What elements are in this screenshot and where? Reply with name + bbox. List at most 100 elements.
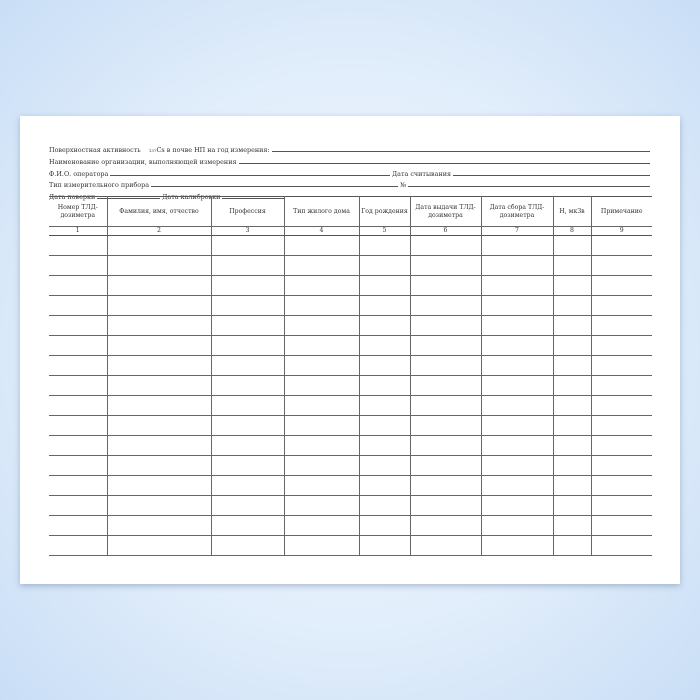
table-cell[interactable] <box>106 515 212 536</box>
table-cell[interactable] <box>210 255 285 276</box>
table-cell[interactable] <box>283 315 360 336</box>
table-cell[interactable] <box>358 475 411 496</box>
table-cell[interactable] <box>590 395 652 416</box>
table-cell[interactable] <box>49 355 108 376</box>
table-cell[interactable] <box>358 535 411 556</box>
table-cell[interactable] <box>480 435 554 456</box>
table-cell[interactable] <box>210 475 285 496</box>
table-cell[interactable] <box>409 415 482 436</box>
table-cell[interactable] <box>590 235 652 256</box>
blank-line[interactable] <box>110 168 390 176</box>
table-cell[interactable] <box>552 235 592 256</box>
table-cell[interactable] <box>49 255 108 276</box>
table-cell[interactable] <box>358 275 411 296</box>
table-cell[interactable] <box>106 415 212 436</box>
table-cell[interactable] <box>552 495 592 516</box>
table-cell[interactable] <box>590 475 652 496</box>
table-cell[interactable] <box>106 295 212 316</box>
table-cell[interactable] <box>358 495 411 516</box>
table-cell[interactable] <box>106 535 212 556</box>
table-cell[interactable] <box>210 335 285 356</box>
table-cell[interactable] <box>552 515 592 536</box>
table-cell[interactable] <box>49 275 108 296</box>
table-cell[interactable] <box>409 375 482 396</box>
table-cell[interactable] <box>409 315 482 336</box>
table-cell[interactable] <box>480 415 554 436</box>
table-cell[interactable] <box>49 235 108 256</box>
table-cell[interactable] <box>283 415 360 436</box>
table-cell[interactable] <box>106 435 212 456</box>
table-cell[interactable] <box>409 395 482 416</box>
blank-line[interactable] <box>408 179 650 188</box>
table-cell[interactable] <box>210 235 285 256</box>
table-cell[interactable] <box>552 295 592 316</box>
table-cell[interactable] <box>409 455 482 476</box>
table-cell[interactable] <box>358 235 411 256</box>
table-cell[interactable] <box>210 495 285 516</box>
table-cell[interactable] <box>358 395 411 416</box>
table-cell[interactable] <box>49 415 108 436</box>
table-cell[interactable] <box>358 515 411 536</box>
table-cell[interactable] <box>358 455 411 476</box>
table-cell[interactable] <box>590 415 652 436</box>
table-cell[interactable] <box>552 455 592 476</box>
table-cell[interactable] <box>480 515 554 536</box>
table-cell[interactable] <box>552 415 592 436</box>
table-cell[interactable] <box>210 515 285 536</box>
table-cell[interactable] <box>283 255 360 276</box>
table-cell[interactable] <box>210 315 285 336</box>
table-cell[interactable] <box>358 415 411 436</box>
table-cell[interactable] <box>590 335 652 356</box>
table-cell[interactable] <box>480 475 554 496</box>
table-cell[interactable] <box>106 475 212 496</box>
table-cell[interactable] <box>552 315 592 336</box>
table-cell[interactable] <box>590 275 652 296</box>
table-cell[interactable] <box>409 235 482 256</box>
table-cell[interactable] <box>409 435 482 456</box>
table-cell[interactable] <box>210 295 285 316</box>
blank-line[interactable] <box>453 168 650 176</box>
table-cell[interactable] <box>49 535 108 556</box>
table-cell[interactable] <box>106 315 212 336</box>
table-cell[interactable] <box>480 455 554 476</box>
table-cell[interactable] <box>590 535 652 556</box>
table-cell[interactable] <box>49 315 108 336</box>
table-cell[interactable] <box>49 375 108 396</box>
table-cell[interactable] <box>210 375 285 396</box>
blank-line[interactable] <box>271 144 650 152</box>
table-cell[interactable] <box>283 395 360 416</box>
table-cell[interactable] <box>49 435 108 456</box>
table-cell[interactable] <box>409 535 482 556</box>
table-cell[interactable] <box>49 335 108 356</box>
table-cell[interactable] <box>480 315 554 336</box>
table-cell[interactable] <box>409 335 482 356</box>
table-cell[interactable] <box>552 375 592 396</box>
table-cell[interactable] <box>552 275 592 296</box>
table-cell[interactable] <box>210 415 285 436</box>
table-cell[interactable] <box>49 495 108 516</box>
table-cell[interactable] <box>552 355 592 376</box>
table-cell[interactable] <box>552 335 592 356</box>
table-cell[interactable] <box>283 275 360 296</box>
table-cell[interactable] <box>283 515 360 536</box>
table-cell[interactable] <box>480 375 554 396</box>
table-cell[interactable] <box>49 295 108 316</box>
table-cell[interactable] <box>409 515 482 536</box>
table-cell[interactable] <box>590 495 652 516</box>
table-cell[interactable] <box>480 395 554 416</box>
table-cell[interactable] <box>283 475 360 496</box>
table-cell[interactable] <box>590 355 652 376</box>
table-cell[interactable] <box>358 335 411 356</box>
table-cell[interactable] <box>283 435 360 456</box>
table-cell[interactable] <box>283 495 360 516</box>
table-cell[interactable] <box>210 275 285 296</box>
table-cell[interactable] <box>358 355 411 376</box>
table-cell[interactable] <box>283 535 360 556</box>
table-cell[interactable] <box>409 275 482 296</box>
table-cell[interactable] <box>210 435 285 456</box>
table-cell[interactable] <box>106 455 212 476</box>
blank-line[interactable] <box>238 156 650 164</box>
table-cell[interactable] <box>210 395 285 416</box>
table-cell[interactable] <box>49 475 108 496</box>
table-cell[interactable] <box>552 435 592 456</box>
